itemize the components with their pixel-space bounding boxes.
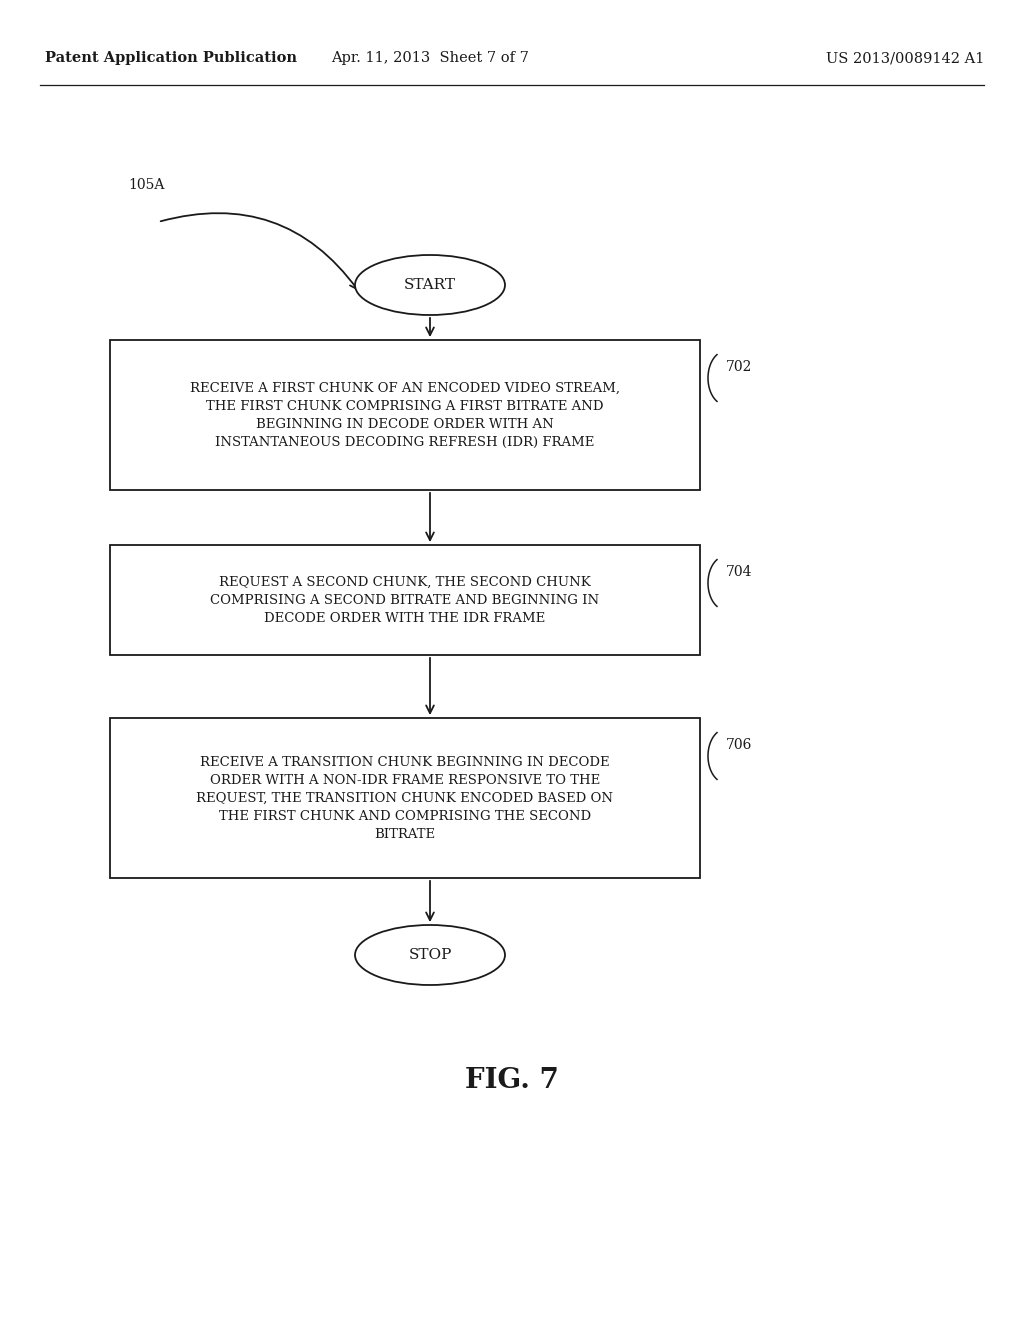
Text: 706: 706 [726, 738, 753, 752]
Bar [110, 341, 700, 490]
Text: US 2013/0089142 A1: US 2013/0089142 A1 [825, 51, 984, 65]
Bar [110, 718, 700, 878]
Text: 702: 702 [726, 360, 753, 374]
Text: STOP: STOP [409, 948, 452, 962]
Text: RECEIVE A FIRST CHUNK OF AN ENCODED VIDEO STREAM,
THE FIRST CHUNK COMPRISING A F: RECEIVE A FIRST CHUNK OF AN ENCODED VIDE… [190, 381, 620, 449]
Ellipse shape [355, 925, 505, 985]
Bar [110, 545, 700, 655]
Text: 704: 704 [726, 565, 753, 579]
Text: 105A: 105A [128, 178, 165, 191]
FancyArrowPatch shape [161, 213, 357, 289]
Text: START: START [404, 279, 456, 292]
Ellipse shape [355, 255, 505, 315]
Text: Apr. 11, 2013  Sheet 7 of 7: Apr. 11, 2013 Sheet 7 of 7 [331, 51, 529, 65]
Text: FIG. 7: FIG. 7 [465, 1067, 559, 1093]
Text: Patent Application Publication: Patent Application Publication [45, 51, 297, 65]
Text: RECEIVE A TRANSITION CHUNK BEGINNING IN DECODE
ORDER WITH A NON-IDR FRAME RESPON: RECEIVE A TRANSITION CHUNK BEGINNING IN … [197, 755, 613, 841]
Text: REQUEST A SECOND CHUNK, THE SECOND CHUNK
COMPRISING A SECOND BITRATE AND BEGINNI: REQUEST A SECOND CHUNK, THE SECOND CHUNK… [211, 576, 600, 624]
